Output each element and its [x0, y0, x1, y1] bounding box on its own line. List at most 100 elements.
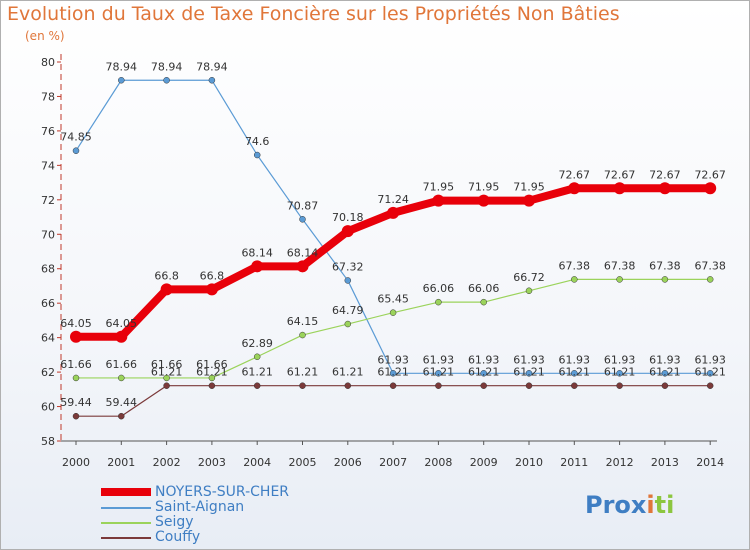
data-point	[616, 370, 623, 377]
data-label: 68.14	[287, 246, 319, 259]
data-label: 72.67	[649, 168, 681, 181]
data-point	[571, 370, 578, 377]
data-label: 70.18	[332, 211, 364, 224]
legend-swatch	[101, 488, 151, 496]
data-point	[72, 412, 80, 420]
legend-label: Saint-Aignan	[155, 499, 245, 515]
data-label: 61.93	[513, 353, 545, 366]
data-point	[706, 276, 714, 283]
data-point	[571, 382, 578, 389]
legend-label: Couffy	[155, 529, 201, 545]
data-point	[706, 382, 714, 389]
data-point	[118, 412, 125, 420]
data-point	[296, 260, 309, 273]
data-label: 67.38	[694, 259, 726, 272]
data-point	[704, 182, 717, 195]
data-point	[525, 287, 533, 295]
y-tick-label: 66	[41, 297, 55, 310]
data-label: 61.21	[241, 366, 273, 379]
data-label: 61.21	[468, 366, 500, 379]
data-label: 61.93	[649, 353, 681, 366]
y-tick-label: 76	[41, 125, 55, 138]
data-point	[613, 182, 626, 195]
data-label: 61.21	[423, 366, 455, 379]
logo-x-letter: i	[646, 491, 655, 519]
data-label: 72.67	[694, 168, 726, 181]
y-tick-label: 74	[41, 159, 55, 172]
x-tick-label: 2011	[560, 456, 588, 469]
data-point	[571, 276, 578, 283]
data-label: 74.6	[245, 135, 270, 148]
data-label: 71.95	[513, 181, 545, 194]
data-point	[118, 77, 125, 84]
data-label: 66.72	[513, 271, 545, 284]
data-point	[525, 370, 533, 377]
data-point	[525, 382, 533, 389]
data-point	[658, 182, 671, 195]
data-point	[480, 298, 487, 306]
data-point	[253, 382, 261, 389]
data-label: 62.89	[241, 337, 273, 350]
data-label: 61.21	[151, 366, 183, 379]
data-label: 70.87	[287, 199, 319, 212]
legend-label: Seigy	[155, 514, 194, 530]
data-label: 61.93	[559, 353, 591, 366]
data-label: 61.21	[377, 366, 409, 379]
data-label: 78.94	[196, 60, 228, 73]
x-tick-label: 2001	[107, 456, 135, 469]
data-label: 71.95	[423, 181, 455, 194]
series-line	[75, 79, 711, 374]
data-point	[118, 374, 125, 382]
data-point	[389, 382, 397, 389]
data-point	[661, 370, 669, 377]
data-label: 61.93	[604, 353, 636, 366]
y-tick-label: 72	[41, 194, 55, 207]
data-point	[387, 206, 400, 219]
data-point	[435, 382, 442, 389]
data-label: 67.32	[332, 260, 364, 273]
data-point	[70, 330, 82, 343]
data-label: 61.93	[694, 353, 726, 366]
data-point	[480, 370, 487, 377]
legend-swatch	[101, 522, 151, 524]
data-label: 74.85	[60, 131, 92, 144]
data-label: 78.94	[151, 60, 183, 73]
data-label: 61.66	[60, 358, 92, 371]
data-label: 61.93	[468, 353, 500, 366]
y-tick-label: 62	[41, 366, 55, 379]
data-label: 64.05	[106, 317, 138, 330]
x-tick-label: 2003	[198, 456, 226, 469]
axes: 58 60 62 64 66 68 70 72 74 76 78 80 2000 2001 2002 2003…	[41, 54, 724, 469]
data-label: 61.66	[196, 358, 228, 371]
data-point	[616, 276, 623, 283]
x-tick-label: 2010	[515, 456, 543, 469]
y-tick-label: 68	[41, 263, 55, 276]
data-point	[389, 309, 397, 316]
data-label: 61.21	[287, 366, 319, 379]
data-label: 61.21	[196, 366, 228, 379]
data-label: 61.66	[106, 358, 138, 371]
data-point	[435, 298, 442, 306]
data-label: 65.45	[377, 293, 409, 306]
data-point	[72, 147, 80, 154]
data-label: 66.8	[154, 269, 179, 282]
data-point	[661, 276, 669, 283]
data-point	[208, 77, 216, 84]
data-point	[208, 382, 216, 389]
data-label: 61.21	[332, 366, 364, 379]
data-point	[163, 374, 170, 382]
data-point	[344, 277, 352, 284]
y-tick-label: 58	[41, 435, 55, 448]
data-point	[344, 382, 352, 389]
data-label: 72.67	[604, 168, 636, 181]
data-label: 61.66	[151, 358, 183, 371]
data-point	[616, 382, 623, 389]
data-label: 61.93	[423, 353, 455, 366]
y-tick-label: 60	[41, 401, 55, 414]
logo-text: Prox	[585, 491, 647, 519]
x-tick-label: 2004	[243, 456, 271, 469]
x-tick-label: 2013	[651, 456, 679, 469]
data-label: 59.44	[106, 396, 138, 409]
data-point	[253, 353, 261, 361]
data-point	[163, 77, 170, 84]
